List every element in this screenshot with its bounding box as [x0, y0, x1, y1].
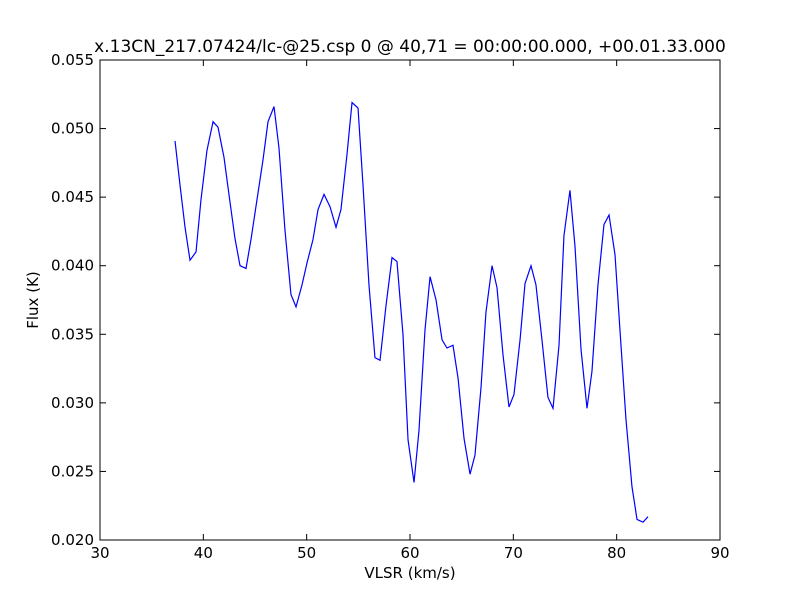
- x-tick-label: 50: [297, 544, 316, 562]
- y-tick-label: 0.040: [51, 257, 94, 275]
- chart-title: x.13CN_217.07424/lc-@25.csp 0 @ 40,71 = …: [94, 37, 726, 57]
- y-tick-label: 0.030: [51, 394, 94, 412]
- y-tick-label: 0.045: [51, 188, 94, 206]
- x-tick-label: 90: [710, 544, 729, 562]
- y-tick-label: 0.035: [51, 325, 94, 343]
- x-tick-label: 30: [90, 544, 109, 562]
- plot-frame: [99, 59, 721, 541]
- y-tick-label: 0.025: [51, 462, 94, 480]
- x-tick-label: 70: [504, 544, 523, 562]
- y-tick-label: 0.020: [51, 531, 94, 549]
- y-tick-label: 0.055: [51, 51, 94, 69]
- x-tick-label: 80: [607, 544, 626, 562]
- x-tick-label: 60: [400, 544, 419, 562]
- line-series: [174, 101, 649, 523]
- x-axis-label: VLSR (km/s): [364, 564, 455, 582]
- y-tick-label: 0.050: [51, 120, 94, 138]
- x-tick-label: 40: [194, 544, 213, 562]
- y-axis-label: Flux (K): [24, 271, 42, 329]
